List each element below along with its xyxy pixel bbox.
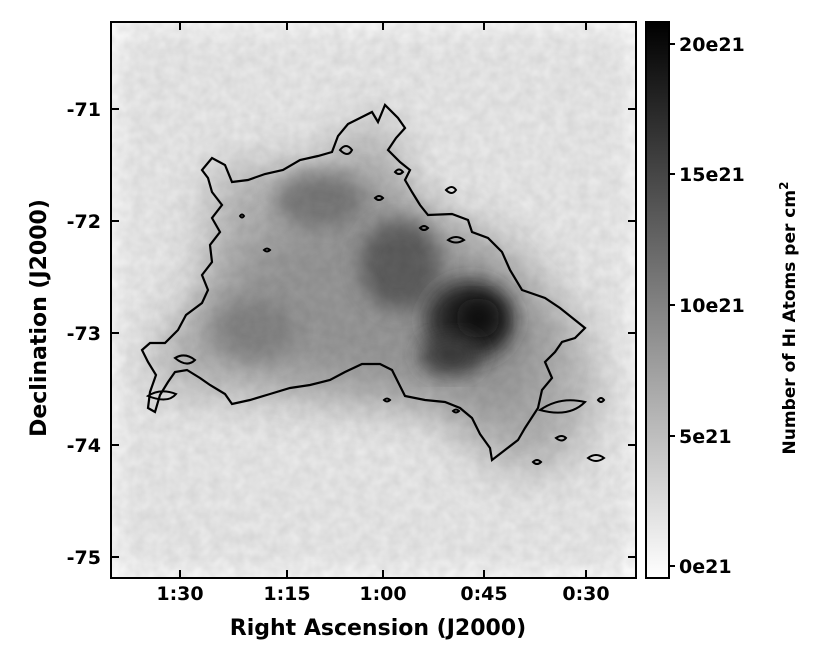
x-axis-title: Right Ascension (J2000) [230, 616, 526, 641]
x-axis: 1:30 1:15 1:00 0:45 0:30 [156, 22, 610, 605]
contour-island [238, 213, 246, 219]
contour-main [140, 103, 587, 462]
contour-island [382, 397, 392, 403]
y-tick-label: -74 [67, 435, 101, 457]
y-tick-label: -75 [67, 547, 101, 569]
contour-island [446, 236, 466, 244]
hi-map [111, 22, 636, 578]
x-tick-label: 1:30 [156, 583, 203, 605]
contour-island [554, 435, 568, 442]
y-tick-label: -71 [67, 99, 101, 121]
x-tick-label: 0:30 [562, 583, 609, 605]
contour-island [537, 399, 587, 414]
plot-frame [110, 21, 637, 579]
contour-island [444, 186, 458, 194]
contour-island [338, 145, 354, 155]
contour-island [531, 459, 543, 465]
colorbar-tick-label: 15e21 [679, 164, 745, 186]
contour-island [262, 247, 272, 253]
colorbar-tick-label: 10e21 [679, 295, 745, 317]
contour-island [373, 195, 385, 201]
colorbar-ticks: 20e21 15e21 10e21 5e21 0e21 [669, 34, 745, 578]
x-tick-label: 1:15 [263, 583, 310, 605]
y-tick-label: -72 [67, 211, 101, 233]
contour-island [173, 354, 197, 365]
colorbar [645, 21, 670, 579]
colorbar-title: Number of HI Atoms per cm2 [777, 182, 800, 455]
contour-island [451, 408, 461, 414]
colorbar-tick-label: 20e21 [679, 34, 745, 56]
contour-island [596, 397, 606, 403]
y-axis-title: Declination (J2000) [27, 199, 52, 437]
colorbar-tick-label: 5e21 [679, 426, 732, 448]
x-tick-label: 0:45 [460, 583, 507, 605]
contour-island [586, 454, 606, 462]
y-tick-label: -73 [67, 323, 101, 345]
colorbar-tick-label: 0e21 [679, 556, 732, 578]
contour-island [145, 390, 178, 401]
x-tick-label: 1:00 [359, 583, 406, 605]
contour-island [418, 225, 430, 231]
y-axis: -71 -72 -73 -74 -75 [67, 99, 636, 569]
contour-island [393, 168, 405, 175]
